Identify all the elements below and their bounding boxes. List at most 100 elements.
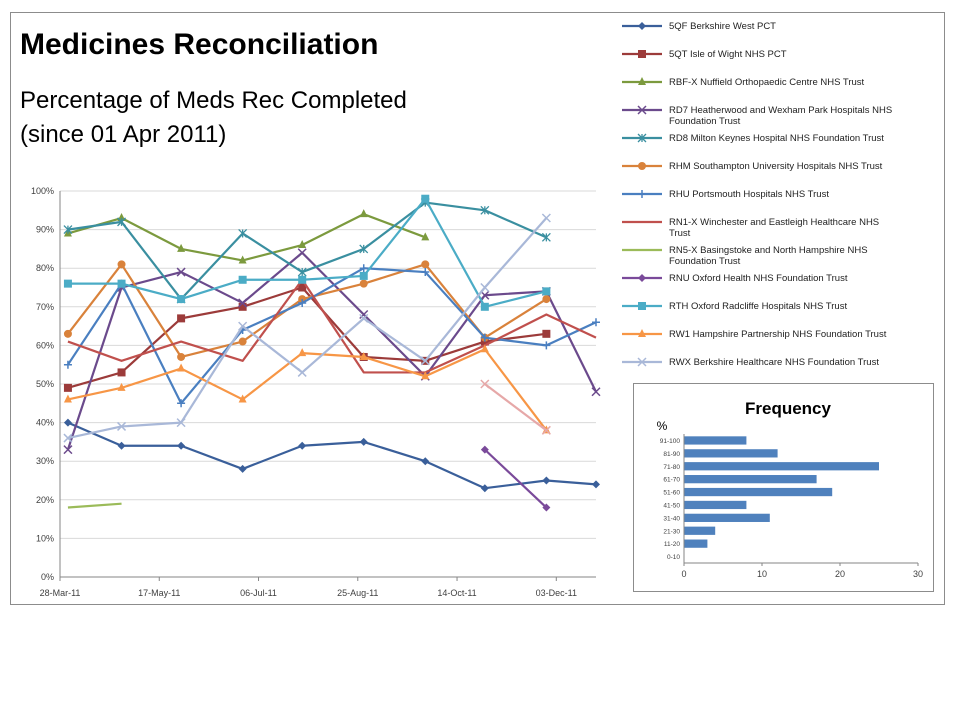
- legend-entry-rbf-x: RBF-X Nuffield Orthopaedic Centre NHS Tr…: [622, 77, 865, 88]
- legend-swatch-marker: [638, 77, 646, 85]
- legend-label: RTH Oxford Radcliffe Hospitals NHS Trust: [669, 301, 847, 312]
- legend-label: RW1 Hampshire Partnership NHS Foundation…: [669, 329, 887, 340]
- data-point-unlabelled-13: [480, 379, 490, 389]
- y-tick-label: 60%: [36, 340, 54, 350]
- legend-label: RD7 Heatherwood and Wexham Park Hospital…: [669, 105, 892, 127]
- data-point-rhm: [63, 329, 72, 338]
- frequency-category-label: 11-20: [664, 541, 681, 548]
- data-point-rnu: [480, 445, 489, 454]
- data-point-rhm: [359, 279, 368, 288]
- x-tick-label: 03-Dec-11: [536, 588, 577, 598]
- y-tick-label: 30%: [36, 456, 54, 466]
- legend-label: RHU Portsmouth Hospitals NHS Trust: [669, 189, 829, 200]
- data-point-rth: [480, 302, 489, 311]
- series-rth: [63, 194, 551, 311]
- data-point-5qt: [238, 302, 247, 311]
- y-tick-label: 100%: [31, 186, 54, 196]
- legend-entry-rn1-x: RN1-X Winchester and Eastleigh Healthcar…: [622, 217, 879, 239]
- legend-swatch-marker: [638, 162, 646, 170]
- series-line-rd7: [66, 251, 597, 450]
- legend-swatch-marker: [637, 105, 647, 115]
- legend-label: 5QF Berkshire West PCT: [669, 21, 776, 32]
- legend-label-line: RTH Oxford Radcliffe Hospitals NHS Trust: [669, 301, 847, 312]
- data-point-rth: [542, 287, 551, 296]
- data-point-rw1: [177, 363, 186, 372]
- frequency-category-label: 21-30: [663, 528, 680, 535]
- data-point-rw1: [421, 371, 430, 380]
- y-tick-label: 20%: [36, 495, 54, 505]
- series-rnu: [480, 445, 551, 512]
- legend-entry-rd8: RD8 Milton Keynes Hospital NHS Foundatio…: [622, 133, 884, 144]
- data-point-5qf: [542, 476, 551, 485]
- legend-label: 5QT Isle of Wight NHS PCT: [669, 49, 787, 60]
- data-point-rhm: [177, 352, 186, 361]
- legend-swatch-marker: [638, 329, 646, 337]
- data-point-rwx: [63, 433, 73, 443]
- data-point-rnu: [542, 503, 551, 512]
- legend-label: RN1-X Winchester and Eastleigh Healthcar…: [669, 217, 879, 239]
- frequency-category-label: 41-50: [663, 502, 680, 509]
- series-5qf: [63, 418, 600, 493]
- legend-label-line: 5QF Berkshire West PCT: [669, 21, 776, 32]
- data-point-rd7: [176, 267, 186, 277]
- legend-entry-rnu: RNU Oxford Health NHS Foundation Trust: [622, 273, 848, 284]
- data-point-rd7: [591, 387, 601, 397]
- frequency-category-label: 61-70: [663, 477, 680, 484]
- y-tick-label: 90%: [36, 225, 54, 235]
- data-point-rth: [117, 279, 126, 288]
- data-point-rwx: [176, 418, 186, 428]
- data-point-5qf: [117, 441, 126, 450]
- series-line-unlabelled-13: [484, 383, 548, 432]
- data-point-rth: [63, 279, 72, 288]
- legend-entry-5qf: 5QF Berkshire West PCT: [622, 21, 776, 32]
- legend-label-line: RHU Portsmouth Hospitals NHS Trust: [669, 189, 829, 200]
- data-point-rd8: [117, 217, 127, 227]
- legend-label: RWX Berkshire Healthcare NHS Foundation …: [669, 357, 879, 368]
- legend-swatch-marker: [638, 50, 646, 58]
- legend-entry-rhm: RHM Southampton University Hospitals NHS…: [622, 161, 883, 172]
- frequency-bar: [684, 539, 708, 548]
- data-point-rbf-x: [359, 209, 368, 218]
- data-point-5qf: [177, 441, 186, 450]
- frequency-category-label: 0-10: [667, 554, 680, 561]
- data-point-rd8: [480, 205, 490, 215]
- data-point-5qf: [480, 484, 489, 493]
- data-point-5qf: [359, 437, 368, 446]
- data-point-rd7: [297, 248, 307, 258]
- legend-label-line: RN5-X Basingstoke and North Hampshire NH…: [669, 245, 868, 256]
- data-point-5qf: [238, 464, 247, 473]
- data-point-5qt: [63, 383, 72, 392]
- series-rwx: [63, 213, 551, 443]
- y-tick-label: 50%: [36, 379, 54, 389]
- frequency-bar: [684, 500, 747, 510]
- data-point-rw1: [359, 351, 368, 360]
- legend-label: RBF-X Nuffield Orthopaedic Centre NHS Tr…: [669, 77, 865, 88]
- legend-label-line: 5QT Isle of Wight NHS PCT: [669, 49, 787, 60]
- data-point-rth: [177, 295, 186, 304]
- data-point-5qt: [117, 368, 126, 377]
- data-point-rwx: [541, 213, 551, 223]
- data-point-rwx: [420, 356, 430, 366]
- legend-label-line: Foundation Trust: [669, 256, 741, 267]
- data-point-5qt: [177, 314, 186, 323]
- series-unlabelled-13: [480, 379, 551, 435]
- x-tick-label: 06-Jul-11: [240, 588, 277, 598]
- legend-label-line: RD7 Heatherwood and Wexham Park Hospital…: [669, 105, 892, 116]
- frequency-category-label: 91-100: [660, 438, 681, 445]
- frequency-x-tick-label: 30: [913, 569, 923, 579]
- data-point-rw1: [480, 344, 489, 353]
- data-point-rth: [298, 275, 307, 284]
- legend-entry-5qt: 5QT Isle of Wight NHS PCT: [622, 49, 787, 60]
- y-tick-label: 0%: [41, 572, 54, 582]
- chart-subtitle: Percentage of Meds Rec Completed (since …: [20, 84, 407, 152]
- legend-entry-rth: RTH Oxford Radcliffe Hospitals NHS Trust: [622, 301, 847, 312]
- frequency-category-label: 81-90: [663, 451, 680, 458]
- series-line-rn5-x: [67, 502, 122, 509]
- y-tick-label: 40%: [36, 418, 54, 428]
- frequency-category-label: 51-60: [663, 490, 680, 497]
- frequency-bar: [684, 487, 833, 497]
- data-point-rbf-x: [238, 255, 247, 264]
- data-point-5qt: [298, 283, 307, 292]
